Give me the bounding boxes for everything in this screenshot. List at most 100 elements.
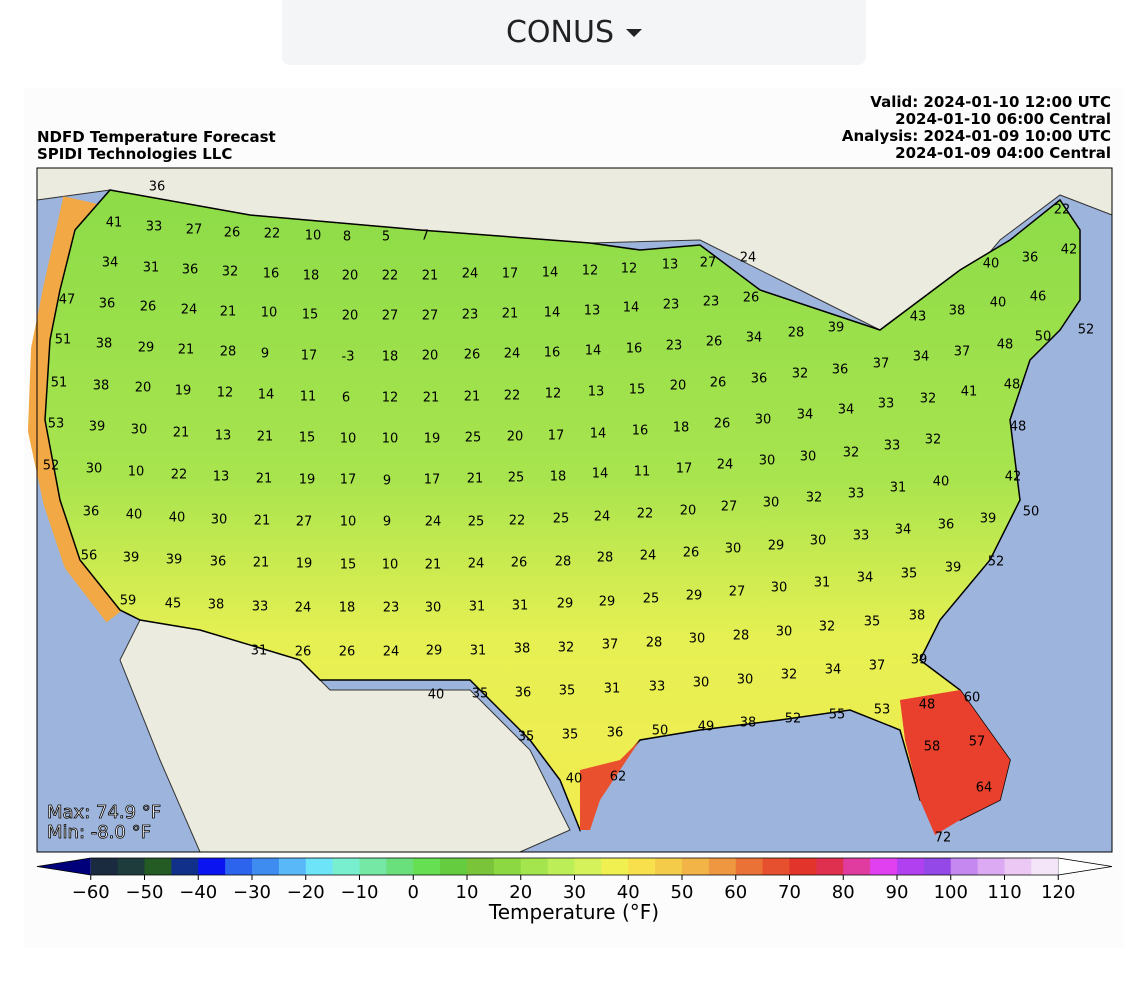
station-value: 35 bbox=[864, 615, 881, 630]
station-value: 25 bbox=[643, 592, 660, 607]
station-value: 28 bbox=[555, 555, 572, 570]
station-value: 47 bbox=[59, 293, 76, 308]
colorbar-cell bbox=[386, 858, 414, 875]
analysis-central: 2024-01-09 04:00 Central bbox=[895, 144, 1111, 162]
colorbar-cell bbox=[574, 858, 602, 875]
station-value: 36 bbox=[99, 297, 116, 312]
station-value: 34 bbox=[746, 331, 763, 346]
region-dropdown[interactable]: CONUS bbox=[282, 0, 866, 65]
station-value: 21 bbox=[220, 305, 237, 320]
station-value: 64 bbox=[976, 781, 993, 796]
colorbar-cell bbox=[171, 858, 199, 875]
station-value: 12 bbox=[545, 387, 562, 402]
station-value: 14 bbox=[585, 344, 602, 359]
station-value: 19 bbox=[175, 384, 192, 399]
colorbar-tick-label: −50 bbox=[126, 882, 164, 903]
station-value: 35 bbox=[559, 684, 576, 699]
station-value: 37 bbox=[869, 659, 886, 674]
station-value: 15 bbox=[340, 558, 357, 573]
station-value: 27 bbox=[382, 309, 399, 324]
station-value: 18 bbox=[303, 269, 320, 284]
station-value: 14 bbox=[542, 266, 559, 281]
colorbar-cell bbox=[897, 858, 925, 875]
station-value: 18 bbox=[339, 601, 356, 616]
station-value: 17 bbox=[340, 473, 357, 488]
colorbar-cell bbox=[198, 858, 226, 875]
colorbar-cell bbox=[870, 858, 898, 875]
station-value: 26 bbox=[714, 417, 731, 432]
station-value: 30 bbox=[425, 601, 442, 616]
station-value: 12 bbox=[382, 391, 399, 406]
station-value: 30 bbox=[211, 513, 228, 528]
station-value: 72 bbox=[935, 831, 952, 846]
station-value: 27 bbox=[186, 223, 203, 238]
station-value: 36 bbox=[1022, 251, 1039, 266]
station-value: 23 bbox=[666, 339, 683, 354]
colorbar-tick-label: 50 bbox=[671, 882, 694, 903]
colorbar-tick-label: 80 bbox=[832, 882, 855, 903]
station-value: 34 bbox=[838, 403, 855, 418]
colorbar-cell bbox=[628, 858, 656, 875]
station-value: 50 bbox=[1035, 330, 1052, 345]
station-value: 25 bbox=[508, 471, 525, 486]
station-value: 34 bbox=[913, 350, 930, 365]
station-value: 20 bbox=[342, 269, 359, 284]
station-value: 38 bbox=[909, 609, 926, 624]
station-value: 30 bbox=[759, 454, 776, 469]
station-value: 33 bbox=[649, 680, 666, 695]
colorbar-cell bbox=[789, 858, 817, 875]
station-value: 34 bbox=[102, 256, 119, 271]
station-value: 30 bbox=[131, 423, 148, 438]
station-value: 41 bbox=[106, 216, 123, 231]
station-value: 24 bbox=[181, 303, 198, 318]
station-value: 12 bbox=[621, 262, 638, 277]
station-value: 14 bbox=[592, 467, 609, 482]
station-value: 35 bbox=[901, 567, 918, 582]
colorbar-cell bbox=[950, 858, 979, 875]
station-value: 24 bbox=[504, 347, 521, 362]
station-value: 17 bbox=[676, 462, 693, 477]
station-value: 31 bbox=[469, 600, 486, 615]
station-value: 32 bbox=[920, 392, 937, 407]
station-value: 10 bbox=[261, 306, 278, 321]
station-value: 51 bbox=[55, 333, 72, 348]
station-value: 34 bbox=[825, 663, 842, 678]
station-value: 24 bbox=[640, 549, 657, 564]
title: NDFD Temperature Forecast bbox=[37, 128, 276, 146]
colorbar-cell bbox=[923, 858, 952, 875]
station-value: 13 bbox=[662, 258, 679, 273]
station-value: 10 bbox=[340, 515, 357, 530]
colorbar: −60 −50 −40 −30 −20 −10 0 10 20 30 40 50 60 70 80 90 100… bbox=[36, 857, 1113, 903]
station-value: 20 bbox=[507, 430, 524, 445]
station-value: 33 bbox=[848, 487, 865, 502]
station-value: 13 bbox=[213, 470, 230, 485]
station-value: 39 bbox=[980, 512, 997, 527]
station-value: 10 bbox=[128, 465, 145, 480]
station-value: 32 bbox=[806, 491, 823, 506]
station-value: 30 bbox=[763, 496, 780, 511]
station-value: 49 bbox=[698, 720, 715, 735]
station-value: 26 bbox=[743, 291, 760, 306]
colorbar-under bbox=[37, 858, 91, 875]
station-value: 50 bbox=[652, 724, 669, 739]
station-value: 51 bbox=[51, 376, 68, 391]
station-value: 45 bbox=[165, 597, 182, 612]
station-value: 18 bbox=[382, 350, 399, 365]
min-label: Min: -8.0 °F bbox=[47, 822, 151, 843]
station-value: 42 bbox=[1061, 243, 1078, 258]
station-value: 48 bbox=[997, 338, 1014, 353]
station-value: 22 bbox=[637, 507, 654, 522]
station-value: 14 bbox=[258, 388, 275, 403]
station-value: 33 bbox=[878, 397, 895, 412]
station-value: 24 bbox=[462, 267, 479, 282]
station-value: 26 bbox=[683, 546, 700, 561]
colorbar-tick-label: 120 bbox=[1041, 882, 1075, 903]
station-value: 37 bbox=[873, 357, 890, 372]
station-value: 22 bbox=[382, 269, 399, 284]
station-value: 17 bbox=[548, 429, 565, 444]
station-value: 28 bbox=[788, 326, 805, 341]
station-value: 36 bbox=[751, 372, 768, 387]
station-value: 30 bbox=[725, 542, 742, 557]
station-value: 27 bbox=[296, 515, 313, 530]
